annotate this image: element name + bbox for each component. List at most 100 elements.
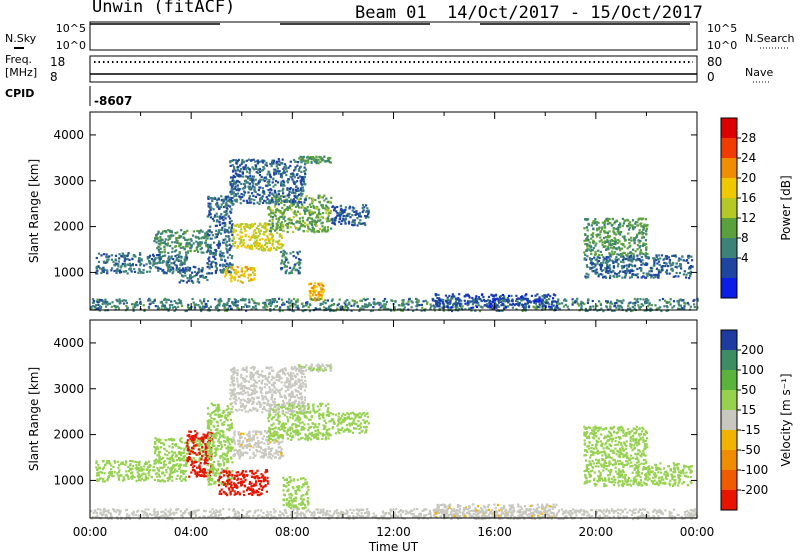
data-cell: [182, 469, 185, 472]
data-cell: [248, 201, 251, 204]
data-cell: [150, 258, 154, 261]
data-cell: [269, 309, 272, 312]
data-cell: [172, 471, 175, 474]
data-cell: [261, 246, 264, 249]
data-cell: [186, 268, 190, 272]
data-cell: [153, 460, 157, 463]
data-cell: [338, 298, 341, 301]
data-cell: [521, 309, 524, 312]
data-cell: [198, 452, 201, 456]
data-cell: [268, 199, 272, 202]
noise-tick-right-high: 10^5: [707, 22, 737, 35]
data-cell: [275, 300, 278, 303]
data-cell: [278, 189, 281, 193]
data-cell: [615, 301, 618, 304]
data-cell: [219, 215, 222, 218]
data-cell: [287, 207, 290, 210]
data-cell: [300, 206, 303, 209]
data-cell: [318, 227, 321, 230]
data-cell: [615, 256, 618, 259]
data-cell: [580, 305, 583, 308]
data-cell: [615, 248, 618, 251]
data-cell: [278, 196, 281, 199]
data-cell: [303, 211, 307, 214]
data-cell: [545, 298, 548, 302]
data-cell: [613, 251, 616, 254]
data-cell: [136, 471, 139, 474]
data-cell: [231, 182, 234, 185]
data-cell: [168, 306, 172, 309]
data-cell: [627, 302, 630, 305]
data-cell: [193, 275, 196, 278]
data-cell: [163, 245, 166, 248]
data-cell: [608, 235, 612, 238]
data-cell: [210, 464, 213, 467]
data-cell: [270, 223, 273, 226]
nave-tick-low: 0: [707, 70, 715, 84]
data-cell: [279, 222, 282, 225]
data-cell: [288, 188, 291, 191]
data-cell: [110, 472, 113, 475]
data-cell: [290, 221, 293, 224]
data-cell: [186, 277, 189, 280]
data-cell: [230, 424, 233, 427]
data-cell: [364, 216, 367, 219]
data-cell: [645, 224, 648, 228]
data-cell: [234, 276, 237, 279]
data-cell: [127, 252, 130, 255]
data-cell: [210, 483, 213, 486]
data-cell: [161, 478, 164, 481]
data-cell: [640, 218, 643, 221]
data-cell: [474, 297, 477, 300]
data-cell: [202, 305, 205, 308]
data-cell: [285, 170, 288, 173]
data-cell: [302, 310, 305, 313]
data-cell: [252, 230, 255, 233]
data-cell: [679, 265, 682, 268]
data-cell: [596, 258, 599, 261]
data-cell: [367, 209, 370, 212]
data-cell: [301, 186, 304, 189]
data-cell: [115, 298, 118, 301]
data-cell: [97, 474, 101, 477]
data-cell: [592, 246, 596, 250]
data-cell: [220, 443, 223, 446]
data-cell: [278, 310, 281, 313]
data-cell: [209, 216, 213, 219]
data-cell: [290, 204, 293, 207]
data-cell: [157, 269, 160, 272]
data-cell: [185, 309, 188, 312]
data-cell: [254, 195, 258, 198]
data-cell: [669, 303, 672, 306]
data-cell: [207, 247, 210, 250]
data-cell: [375, 302, 378, 305]
data-cell: [678, 257, 681, 260]
data-cell: [468, 296, 471, 299]
data-cell: [655, 254, 658, 257]
data-cell: [606, 301, 609, 305]
data-cell: [192, 441, 195, 444]
data-cell: [272, 162, 275, 165]
data-cell: [217, 206, 221, 209]
data-cell: [317, 296, 320, 300]
data-cell: [188, 435, 191, 438]
data-cell: [184, 459, 187, 462]
data-cell: [168, 260, 171, 263]
data-cell: [621, 267, 624, 270]
data-cell: [169, 270, 172, 273]
data-cell: [296, 304, 299, 307]
data-cell: [456, 306, 459, 309]
data-cell: [226, 436, 229, 439]
data-cell: [649, 266, 652, 269]
data-cell: [221, 423, 224, 426]
data-cell: [646, 305, 649, 308]
data-cell: [154, 472, 157, 475]
data-cell: [286, 194, 289, 197]
data-cell: [675, 265, 678, 268]
data-cell: [171, 250, 174, 253]
data-cell: [361, 222, 364, 225]
data-cell: [212, 466, 215, 469]
data-cell: [134, 467, 137, 470]
data-cell: [607, 266, 610, 269]
data-cell: [157, 461, 160, 464]
